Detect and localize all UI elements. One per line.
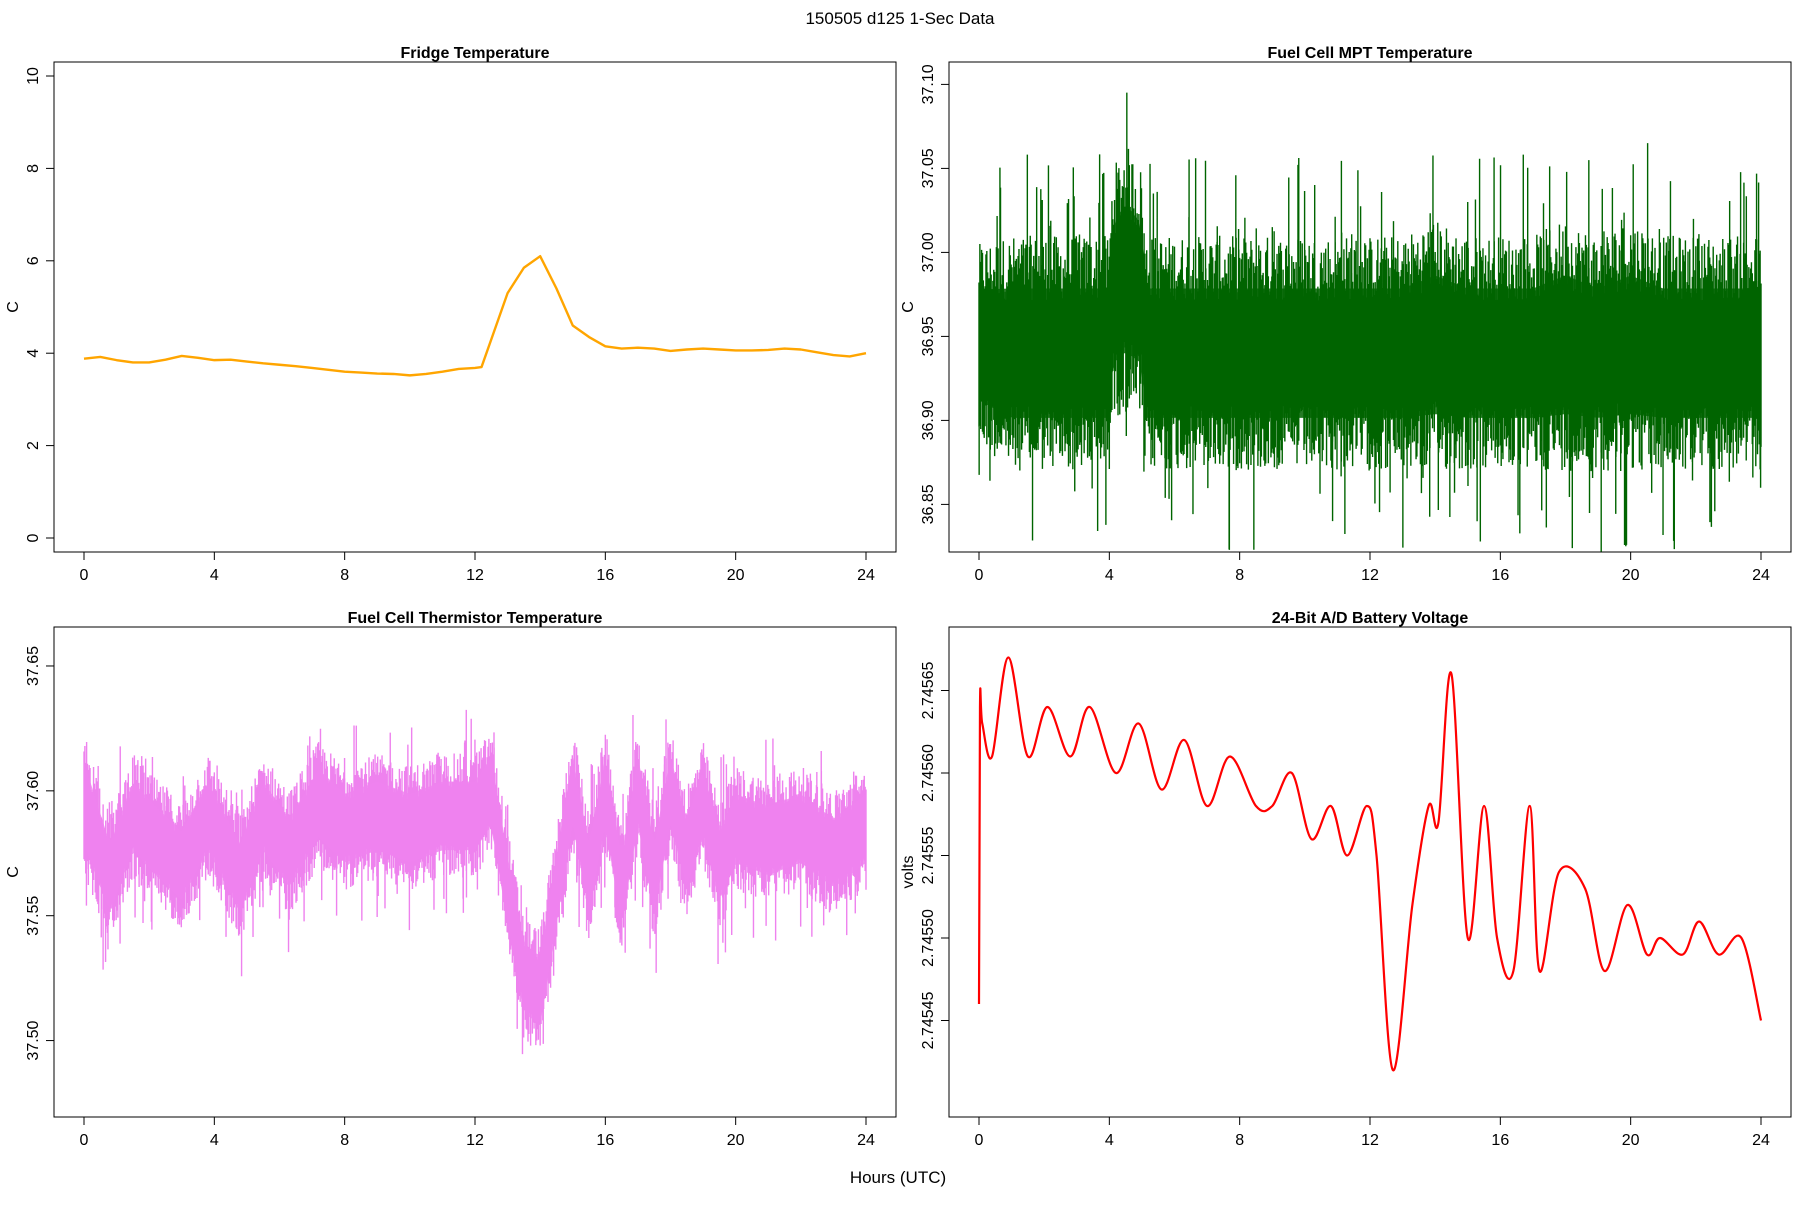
chart-mpt: Fuel Cell MPT Temperature C 0 4 8 12 16 20 24 36.… — [900, 45, 1792, 584]
chart-battery: 24-Bit A/D Battery Voltage volts 0 4 8 12 16 20… — [900, 610, 1792, 1149]
y-tick-label: 37.05 — [920, 148, 937, 188]
x-tick-label: 16 — [596, 1132, 614, 1149]
x-tick-label: 20 — [727, 567, 745, 584]
chart-title: Fridge Temperature — [400, 45, 549, 62]
y-tick-label: 6 — [25, 256, 42, 265]
y-tick-label: 36.90 — [920, 400, 937, 440]
x-tick-label: 0 — [975, 567, 984, 584]
y-axis-label: volts — [900, 856, 917, 889]
y-tick-label: 2.74565 — [920, 661, 937, 719]
x-tick-label: 8 — [340, 567, 349, 584]
y-tick-label: 37.60 — [25, 771, 42, 811]
series-line — [977, 656, 1763, 1072]
y-tick-label: 37.00 — [920, 232, 937, 272]
x-tick-label: 4 — [210, 567, 219, 584]
y-tick-label: 8 — [25, 164, 42, 173]
chart-title: 24-Bit A/D Battery Voltage — [1272, 610, 1469, 627]
x-tick-label: 4 — [210, 1132, 219, 1149]
chart-title: Fuel Cell MPT Temperature — [1267, 45, 1472, 62]
x-tick-label: 12 — [1361, 1132, 1379, 1149]
y-tick-label: 37.65 — [25, 646, 42, 686]
chart-thermistor: Fuel Cell Thermistor Temperature C 0 4 8 12 16… — [5, 610, 897, 1149]
y-tick-label: 0 — [25, 533, 42, 542]
x-tick-label: 12 — [1361, 567, 1379, 584]
y-axis-label: C — [5, 866, 22, 878]
x-tick-label: 4 — [1105, 1132, 1114, 1149]
x-tick-label: 20 — [1622, 567, 1640, 584]
y-axis-label: C — [5, 301, 22, 313]
series-band-core — [84, 756, 866, 1023]
series-band-core — [979, 206, 1761, 418]
x-tick-label: 16 — [1491, 1132, 1509, 1149]
y-tick-label: 37.10 — [920, 64, 937, 104]
y-tick-label: 4 — [25, 349, 42, 358]
figure-title: 150505 d125 1-Sec Data — [805, 9, 995, 28]
x-tick-label: 0 — [975, 1132, 984, 1149]
x-tick-label: 12 — [466, 567, 484, 584]
y-axis-label: C — [900, 301, 917, 313]
y-tick-label: 36.85 — [920, 484, 937, 524]
y-tick-label: 2 — [25, 441, 42, 450]
x-tick-label: 8 — [1235, 567, 1244, 584]
y-tick-label: 36.95 — [920, 316, 937, 356]
x-tick-label: 12 — [466, 1132, 484, 1149]
figure-xlabel: Hours (UTC) — [850, 1168, 946, 1187]
series-line — [83, 254, 867, 377]
x-tick-label: 8 — [340, 1132, 349, 1149]
x-tick-label: 24 — [1752, 1132, 1770, 1149]
y-tick-label: 10 — [25, 67, 42, 85]
y-tick-label: 2.74560 — [920, 744, 937, 802]
x-tick-label: 20 — [1622, 1132, 1640, 1149]
x-tick-label: 16 — [1491, 567, 1509, 584]
y-tick-label: 37.55 — [25, 896, 42, 936]
x-tick-label: 4 — [1105, 567, 1114, 584]
y-tick-label: 37.50 — [25, 1020, 42, 1060]
x-tick-label: 24 — [1752, 567, 1770, 584]
y-tick-label: 2.74545 — [920, 991, 937, 1049]
x-tick-label: 8 — [1235, 1132, 1244, 1149]
x-tick-label: 0 — [80, 1132, 89, 1149]
x-tick-label: 16 — [596, 567, 614, 584]
x-tick-label: 24 — [857, 1132, 875, 1149]
x-tick-label: 24 — [857, 567, 875, 584]
x-tick-label: 20 — [727, 1132, 745, 1149]
y-tick-label: 2.74550 — [920, 909, 937, 967]
chart-title: Fuel Cell Thermistor Temperature — [348, 610, 603, 627]
x-tick-label: 0 — [80, 567, 89, 584]
y-tick-label: 2.74555 — [920, 826, 937, 884]
